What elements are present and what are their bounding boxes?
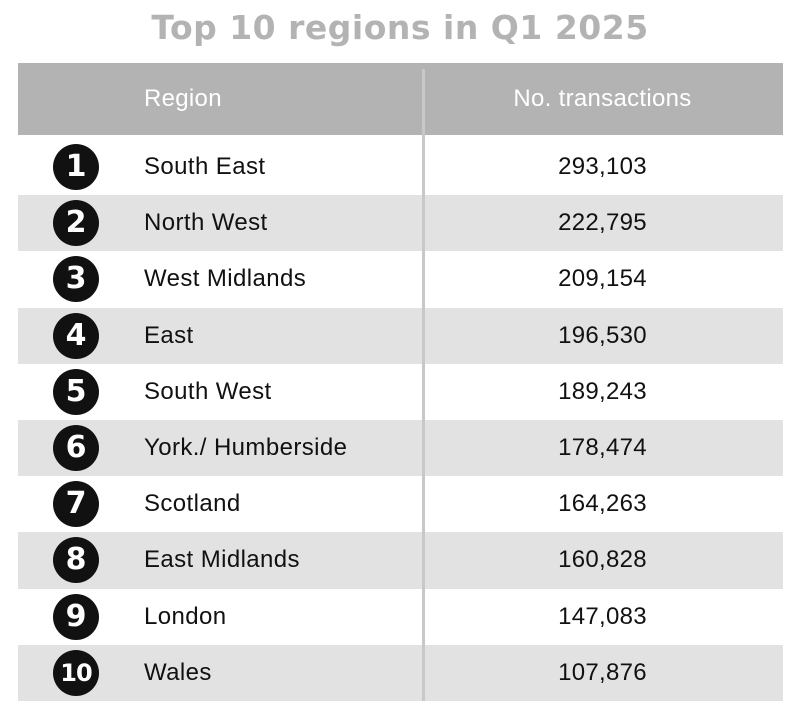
transaction-count: 178,474 [558, 433, 647, 461]
transaction-count: 196,530 [558, 321, 647, 349]
region-name: West Midlands [144, 265, 307, 293]
region-name: York./ Humberside [144, 433, 348, 461]
ranking-table: Region No. transactions 1 South East 293,1… [18, 63, 783, 701]
transaction-count: 147,083 [558, 602, 647, 630]
region-name: South East [144, 153, 266, 180]
table-row: 9 London 147,083 [18, 589, 783, 645]
region-name: East Midlands [144, 546, 300, 574]
table-header: Region No. transactions [18, 63, 783, 135]
table-row: 5 South West 189,243 [18, 364, 783, 420]
region-name: East [144, 321, 194, 349]
transaction-count: 160,828 [558, 546, 647, 574]
table-body: 1 South East 293,103 2 North West 222,795 3 Wes… [18, 139, 783, 701]
transaction-count: 293,103 [558, 153, 647, 180]
chart-title: Top 10 regions in Q1 2025 [151, 8, 649, 47]
rank-badge: 5 [53, 368, 99, 415]
column-header-transactions: No. transactions [513, 85, 692, 112]
region-name: Wales [144, 658, 212, 686]
transaction-count: 189,243 [558, 377, 647, 405]
table-row: 3 West Midlands 209,154 [18, 251, 783, 307]
rank-badge: 2 [53, 200, 99, 247]
rank-badge: 6 [53, 424, 99, 471]
table-row: 2 North West 222,795 [18, 195, 783, 252]
table-row: 8 East Midlands 160,828 [18, 532, 783, 589]
region-name: North West [144, 209, 268, 237]
region-name: South West [144, 377, 272, 405]
rank-badge: 8 [53, 537, 99, 584]
region-name: Scotland [144, 490, 241, 518]
table-row: 4 East 196,530 [18, 307, 783, 364]
transaction-count: 222,795 [558, 209, 647, 237]
column-divider [422, 69, 425, 701]
table-row: 7 Scotland 164,263 [18, 476, 783, 532]
region-name: London [144, 602, 227, 630]
column-header-region: Region [144, 85, 222, 112]
rank-badge: 7 [53, 481, 99, 528]
table-row: 1 South East 293,103 [18, 139, 783, 195]
table-row: 6 York./ Humberside 178,474 [18, 419, 783, 477]
rank-badge: 9 [53, 593, 99, 640]
transaction-count: 107,876 [558, 658, 647, 686]
rank-badge: 10 [53, 649, 99, 696]
transaction-count: 164,263 [558, 490, 647, 518]
transaction-count: 209,154 [558, 265, 647, 293]
rank-badge: 1 [53, 144, 99, 190]
rank-badge: 3 [53, 256, 99, 303]
table-row: 10 Wales 107,876 [18, 644, 783, 701]
rank-badge: 4 [53, 312, 99, 359]
